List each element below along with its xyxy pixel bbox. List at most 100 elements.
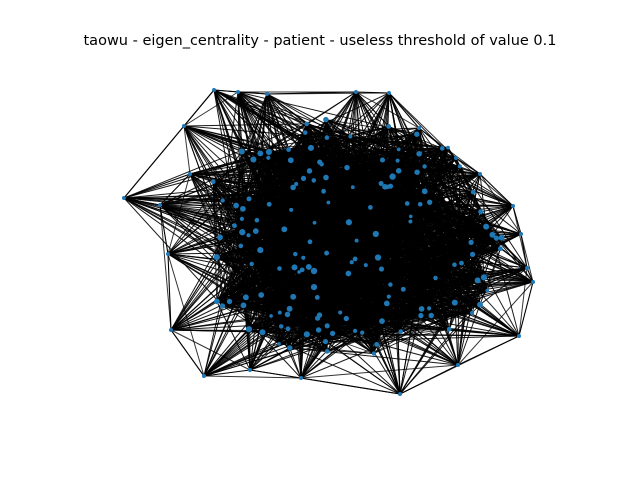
graph-edge xyxy=(388,126,502,239)
graph-node xyxy=(324,349,330,354)
graph-node xyxy=(414,131,420,137)
graph-node xyxy=(233,202,239,209)
graph-edge xyxy=(304,132,325,192)
graph-node xyxy=(374,341,380,347)
graph-edge xyxy=(241,161,320,220)
graph-node xyxy=(299,376,303,380)
graph-edge xyxy=(212,181,218,258)
graph-edge xyxy=(249,369,302,379)
graph-node xyxy=(417,201,423,207)
graph-node xyxy=(304,121,309,127)
graph-edge xyxy=(289,153,420,349)
graph-node xyxy=(427,306,432,311)
graph-edge xyxy=(388,126,488,291)
graph-node xyxy=(414,169,420,175)
graph-node xyxy=(287,345,293,351)
graph-edge xyxy=(260,294,291,349)
graph-edge xyxy=(183,91,239,127)
graph-edge xyxy=(420,248,501,316)
graph-edge xyxy=(278,266,310,345)
graph-edge xyxy=(386,290,488,304)
graph-node xyxy=(286,305,293,312)
graph-node xyxy=(396,147,401,152)
graph-edge xyxy=(326,254,473,352)
graph-edge xyxy=(216,147,312,258)
graph-node xyxy=(324,323,330,329)
graph-edge xyxy=(253,125,389,160)
graph-node xyxy=(383,300,390,307)
graph-node xyxy=(259,329,266,336)
graph-node xyxy=(323,116,329,123)
graph-edge xyxy=(216,256,333,334)
graph-node xyxy=(236,90,240,94)
graph-node xyxy=(315,327,322,333)
graph-node xyxy=(252,228,259,234)
graph-node xyxy=(305,263,312,270)
graph-node xyxy=(324,135,330,140)
graph-edge xyxy=(212,181,422,310)
graph-edge xyxy=(293,183,382,188)
graph-edge xyxy=(429,307,473,314)
graph-node xyxy=(478,209,484,215)
graph-node xyxy=(294,181,299,187)
graph-node xyxy=(352,328,358,334)
graph-edge xyxy=(518,267,528,337)
graph-node xyxy=(242,294,249,301)
graph-edge xyxy=(323,190,502,239)
graph-node xyxy=(314,294,320,300)
graph-edge xyxy=(243,126,390,306)
graph-node xyxy=(213,298,220,305)
graph-node xyxy=(343,315,349,322)
graph-edge xyxy=(348,159,383,223)
graph-edge xyxy=(520,233,534,283)
graph-edge xyxy=(289,266,310,349)
graph-node xyxy=(379,318,385,324)
graph-edge xyxy=(183,125,191,175)
graph-edge xyxy=(376,304,481,345)
graph-node xyxy=(269,314,273,318)
graph-edge xyxy=(245,160,292,298)
graph-node xyxy=(239,229,246,236)
graph-node xyxy=(265,92,269,96)
graph-edge xyxy=(306,123,325,192)
graph-edge xyxy=(316,159,383,298)
graph-edge xyxy=(248,136,351,236)
graph-edge xyxy=(317,186,386,319)
graph-edge xyxy=(376,159,383,345)
graph-edge xyxy=(213,181,497,239)
graph-node xyxy=(297,270,301,274)
graph-edge xyxy=(382,159,478,281)
graph-node xyxy=(416,151,422,157)
graph-edge xyxy=(248,234,488,292)
graph-edge xyxy=(349,136,430,309)
graph-node xyxy=(257,150,264,157)
graph-edge xyxy=(350,136,473,314)
graph-edge xyxy=(479,173,514,207)
graph-edge xyxy=(332,279,478,334)
graph-node xyxy=(311,178,317,183)
graph-edge xyxy=(455,157,481,175)
graph-edge xyxy=(123,197,161,206)
graph-node xyxy=(307,144,315,151)
graph-edge xyxy=(365,134,418,266)
graph-edge xyxy=(242,187,294,233)
graph-edge xyxy=(167,253,172,331)
graph-node xyxy=(307,239,313,245)
graph-node xyxy=(446,326,452,332)
graph-node xyxy=(310,283,318,291)
graph-edge xyxy=(213,181,478,281)
graph-node xyxy=(470,310,475,315)
graph-node xyxy=(451,299,458,306)
graph-edge xyxy=(325,119,351,137)
graph-node xyxy=(240,302,247,309)
graph-node xyxy=(368,205,373,210)
edge-layer xyxy=(123,89,534,395)
graph-edge xyxy=(216,153,261,302)
graph-edge xyxy=(289,166,425,349)
graph-edge xyxy=(332,216,412,334)
graph-edge xyxy=(213,181,473,255)
graph-edge xyxy=(348,222,378,345)
graph-edge xyxy=(260,294,280,345)
graph-node xyxy=(350,185,355,190)
graph-node xyxy=(265,148,272,156)
